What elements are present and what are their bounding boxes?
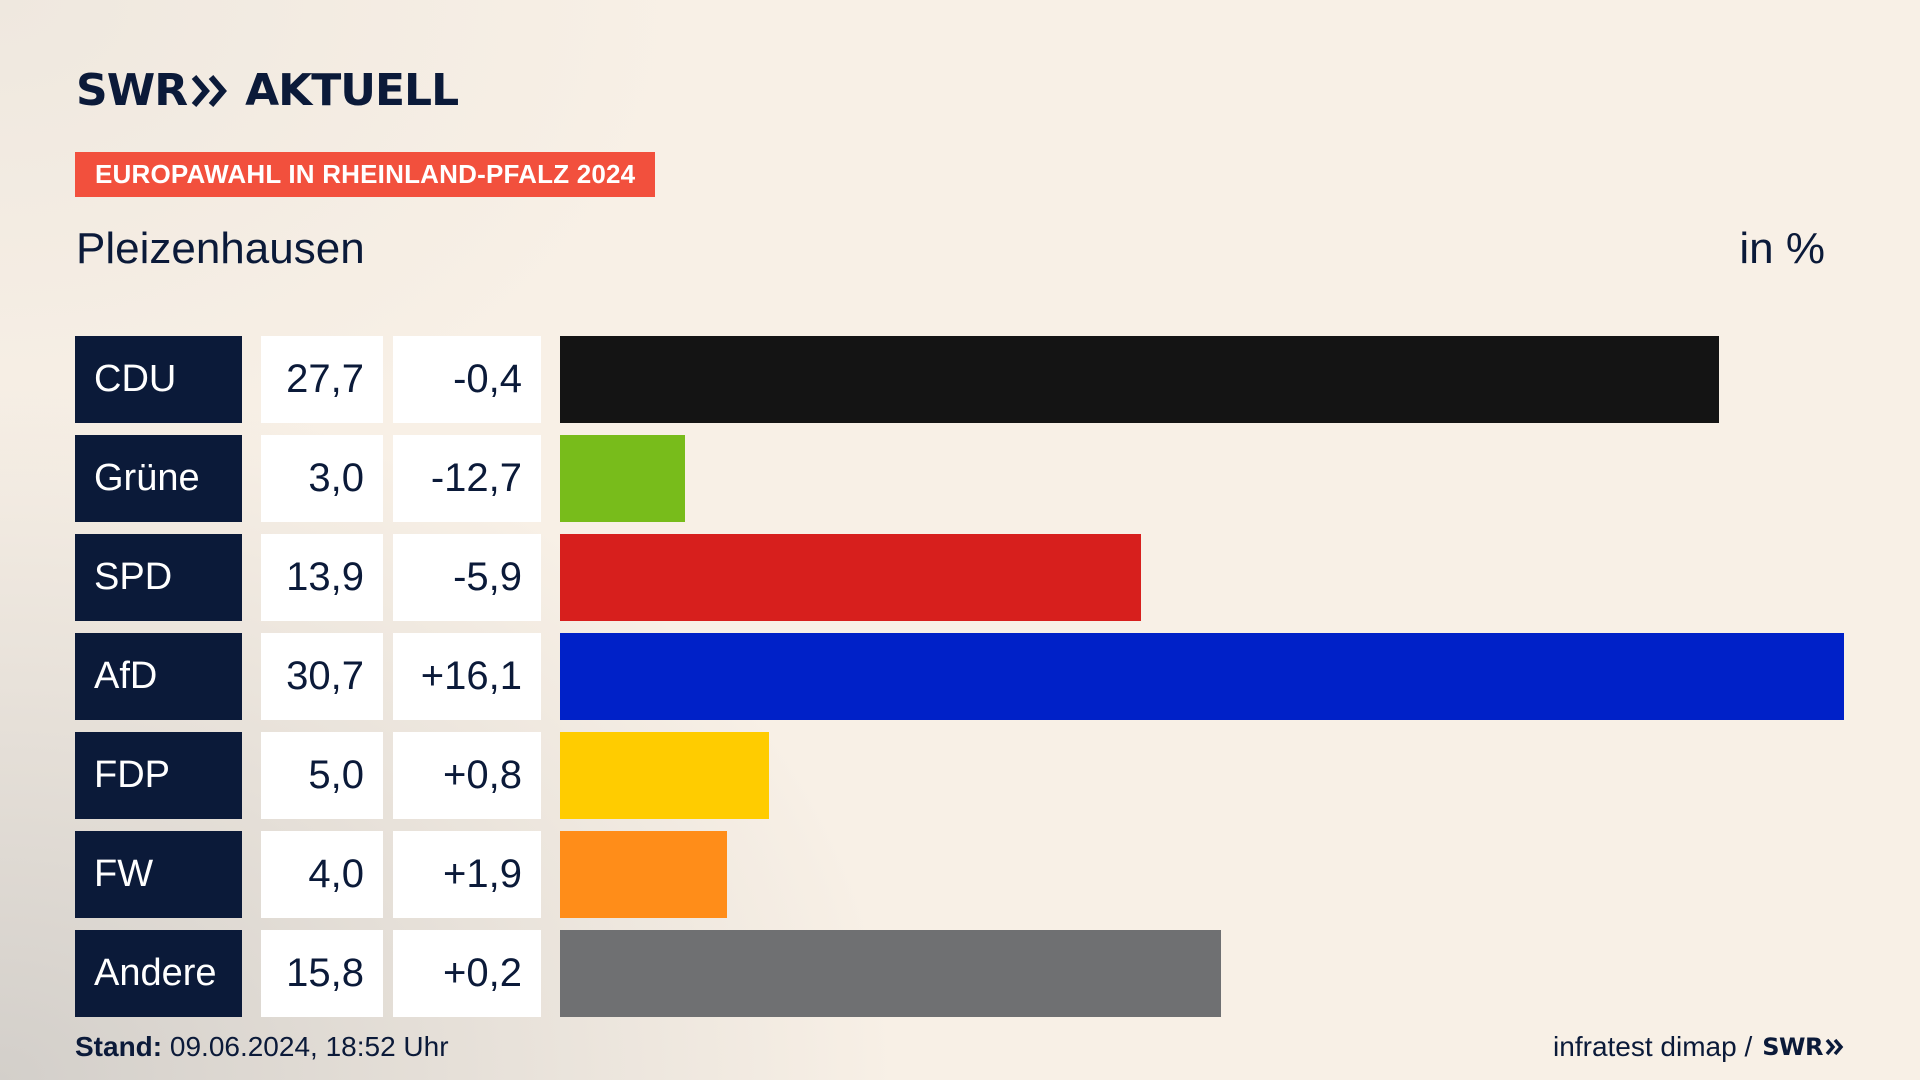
result-row: FW 4,0 +1,9 bbox=[75, 831, 1844, 918]
result-row: Andere 15,8 +0,2 bbox=[75, 930, 1844, 1017]
bar-track bbox=[560, 633, 1844, 720]
bar bbox=[560, 831, 727, 918]
party-label: CDU bbox=[75, 336, 242, 423]
logo-brand: SWR bbox=[76, 65, 188, 116]
bar bbox=[560, 435, 685, 522]
party-label: AfD bbox=[75, 633, 242, 720]
party-label: FW bbox=[75, 831, 242, 918]
result-row: CDU 27,7 -0,4 bbox=[75, 336, 1844, 423]
election-tag: EUROPAWAHL IN RHEINLAND-PFALZ 2024 bbox=[75, 152, 656, 197]
result-row: Grüne 3,0 -12,7 bbox=[75, 435, 1844, 522]
bar-track bbox=[560, 336, 1844, 423]
vote-share-label: 3,0 bbox=[261, 435, 383, 522]
vote-change-label: +16,1 bbox=[393, 633, 541, 720]
bar bbox=[560, 732, 769, 819]
source-credit: infratest dimap / SWR bbox=[1553, 1030, 1845, 1064]
vote-change-label: -5,9 bbox=[393, 534, 541, 621]
party-label: SPD bbox=[75, 534, 242, 621]
results-chart: CDU 27,7 -0,4 Grüne 3,0 -12,7 SPD 13,9 -5,9 AfD 30… bbox=[75, 336, 1844, 1029]
result-row: AfD 30,7 +16,1 bbox=[75, 633, 1844, 720]
unit-label: in % bbox=[1739, 224, 1825, 273]
bar-track bbox=[560, 534, 1844, 621]
bar bbox=[560, 534, 1141, 621]
party-label: Grüne bbox=[75, 435, 242, 522]
vote-change-label: -12,7 bbox=[393, 435, 541, 522]
result-row: SPD 13,9 -5,9 bbox=[75, 534, 1844, 621]
result-row: FDP 5,0 +0,8 bbox=[75, 732, 1844, 819]
bar bbox=[560, 336, 1719, 423]
vote-change-label: +0,8 bbox=[393, 732, 541, 819]
bar-track bbox=[560, 435, 1844, 522]
party-label: Andere bbox=[75, 930, 242, 1017]
bar-track bbox=[560, 930, 1844, 1017]
vote-share-label: 4,0 bbox=[261, 831, 383, 918]
timestamp: Stand: 09.06.2024, 18:52 Uhr bbox=[75, 1030, 449, 1064]
timestamp-value: 09.06.2024, 18:52 Uhr bbox=[162, 1031, 449, 1062]
vote-change-label: -0,4 bbox=[393, 336, 541, 423]
source-text: infratest dimap / bbox=[1553, 1031, 1753, 1062]
bar-track bbox=[560, 831, 1844, 918]
timestamp-label: Stand: bbox=[75, 1031, 163, 1062]
vote-share-label: 15,8 bbox=[261, 930, 383, 1017]
bar bbox=[560, 633, 1844, 720]
vote-share-label: 30,7 bbox=[261, 633, 383, 720]
source-logo: SWR bbox=[1762, 1033, 1823, 1061]
vote-share-label: 13,9 bbox=[261, 534, 383, 621]
swr-aktuell-logo: SWR AKTUELL bbox=[76, 65, 459, 116]
logo-product: AKTUELL bbox=[245, 65, 459, 116]
vote-change-label: +1,9 bbox=[393, 831, 541, 918]
double-chevron-icon bbox=[191, 75, 228, 107]
bar bbox=[560, 930, 1221, 1017]
vote-share-label: 27,7 bbox=[261, 336, 383, 423]
vote-share-label: 5,0 bbox=[261, 732, 383, 819]
bar-track bbox=[560, 732, 1844, 819]
vote-change-label: +0,2 bbox=[393, 930, 541, 1017]
party-label: FDP bbox=[75, 732, 242, 819]
double-chevron-icon bbox=[1825, 1038, 1844, 1056]
chart-title: Pleizenhausen bbox=[76, 224, 365, 273]
